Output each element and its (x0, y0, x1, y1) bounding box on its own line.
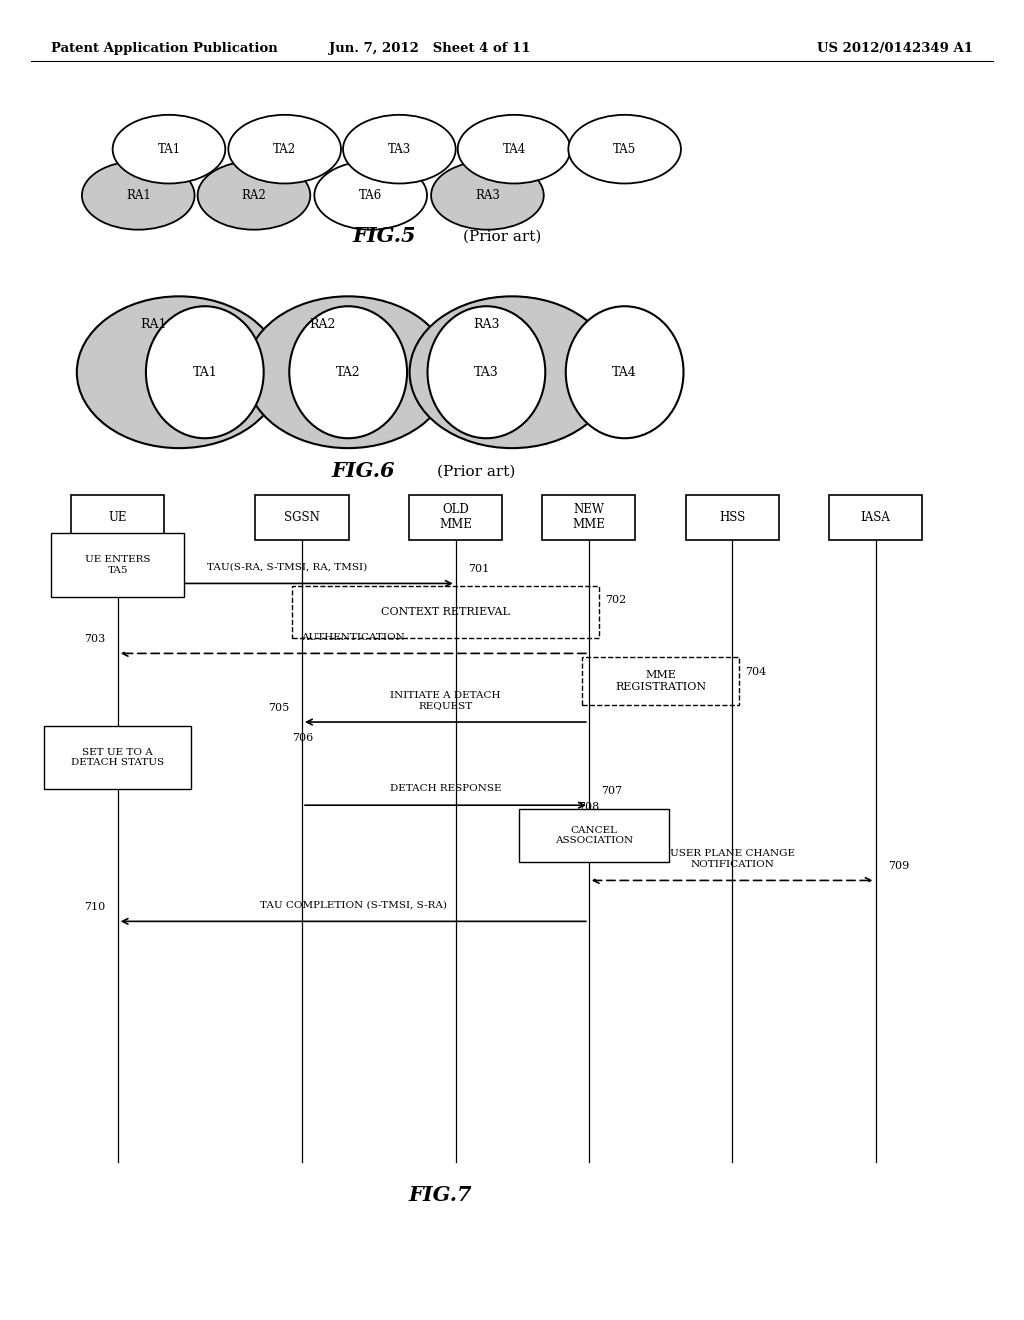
Ellipse shape (198, 161, 310, 230)
Ellipse shape (228, 115, 341, 183)
Ellipse shape (82, 161, 195, 230)
Text: (Prior art): (Prior art) (463, 230, 541, 243)
Text: RA3: RA3 (475, 189, 500, 202)
Text: 701: 701 (468, 564, 489, 574)
Text: USER PLANE CHANGE
NOTIFICATION: USER PLANE CHANGE NOTIFICATION (670, 849, 795, 869)
Ellipse shape (568, 115, 681, 183)
Ellipse shape (289, 306, 408, 438)
Ellipse shape (113, 115, 225, 183)
Ellipse shape (431, 161, 544, 230)
Text: TA1: TA1 (193, 366, 217, 379)
Text: Patent Application Publication: Patent Application Publication (51, 42, 278, 55)
FancyBboxPatch shape (256, 495, 348, 540)
Text: 707: 707 (601, 785, 623, 796)
Text: FIG.5: FIG.5 (352, 226, 416, 247)
Text: TAU COMPLETION (S-TMSI, S-RA): TAU COMPLETION (S-TMSI, S-RA) (260, 900, 446, 909)
Text: MME
REGISTRATION: MME REGISTRATION (615, 671, 706, 692)
FancyBboxPatch shape (72, 495, 165, 540)
Text: RA1: RA1 (126, 189, 151, 202)
Text: FIG.6: FIG.6 (332, 461, 395, 482)
FancyBboxPatch shape (519, 809, 669, 862)
FancyBboxPatch shape (44, 726, 191, 789)
Ellipse shape (458, 115, 570, 183)
Text: 704: 704 (745, 667, 767, 677)
Text: TA3: TA3 (388, 143, 411, 156)
Text: TA5: TA5 (613, 143, 636, 156)
Text: CANCEL
ASSOCIATION: CANCEL ASSOCIATION (555, 826, 633, 845)
Text: DETACH RESPONSE: DETACH RESPONSE (390, 784, 501, 793)
Text: IASA: IASA (860, 511, 891, 524)
Text: (Prior art): (Prior art) (437, 465, 515, 478)
Text: TA4: TA4 (612, 366, 637, 379)
Ellipse shape (246, 297, 451, 449)
Ellipse shape (565, 306, 684, 438)
Text: TA2: TA2 (336, 366, 360, 379)
Ellipse shape (77, 297, 282, 449)
Text: FIG.7: FIG.7 (409, 1184, 472, 1205)
Text: NEW
MME: NEW MME (572, 503, 605, 532)
FancyBboxPatch shape (829, 495, 922, 540)
Text: UE ENTERS
TA5: UE ENTERS TA5 (85, 554, 151, 576)
Text: US 2012/0142349 A1: US 2012/0142349 A1 (817, 42, 973, 55)
Text: TA3: TA3 (474, 366, 499, 379)
Ellipse shape (410, 297, 614, 449)
Text: 702: 702 (605, 595, 627, 606)
Text: 710: 710 (84, 902, 105, 912)
FancyBboxPatch shape (686, 495, 778, 540)
FancyBboxPatch shape (51, 533, 184, 597)
Text: TA6: TA6 (359, 189, 382, 202)
Text: RA3: RA3 (473, 318, 500, 331)
Text: INITIATE A DETACH
REQUEST: INITIATE A DETACH REQUEST (390, 690, 501, 710)
FancyBboxPatch shape (410, 495, 503, 540)
Ellipse shape (314, 161, 427, 230)
Text: TA2: TA2 (273, 143, 296, 156)
Text: RA2: RA2 (309, 318, 336, 331)
Text: 705: 705 (268, 702, 290, 713)
Ellipse shape (428, 306, 545, 438)
Text: 706: 706 (292, 733, 313, 743)
Text: RA2: RA2 (242, 189, 266, 202)
Text: 708: 708 (579, 801, 600, 812)
Text: CONTEXT RETRIEVAL: CONTEXT RETRIEVAL (381, 607, 510, 616)
Ellipse shape (343, 115, 456, 183)
Text: TA1: TA1 (158, 143, 180, 156)
Ellipse shape (146, 306, 264, 438)
Text: 709: 709 (888, 861, 909, 871)
Text: SET UE TO A
DETACH STATUS: SET UE TO A DETACH STATUS (72, 748, 164, 767)
Text: UE: UE (109, 511, 127, 524)
Text: HSS: HSS (719, 511, 745, 524)
Text: TAU(S-RA, S-TMSI, RA, TMSI): TAU(S-RA, S-TMSI, RA, TMSI) (207, 562, 367, 572)
Text: TA4: TA4 (503, 143, 525, 156)
Text: RA1: RA1 (140, 318, 167, 331)
Text: 703: 703 (84, 634, 105, 644)
Text: SGSN: SGSN (284, 511, 321, 524)
Text: AUTHENTICATION: AUTHENTICATION (301, 632, 406, 642)
FancyBboxPatch shape (543, 495, 635, 540)
Text: OLD
MME: OLD MME (439, 503, 472, 532)
Text: Jun. 7, 2012   Sheet 4 of 11: Jun. 7, 2012 Sheet 4 of 11 (330, 42, 530, 55)
